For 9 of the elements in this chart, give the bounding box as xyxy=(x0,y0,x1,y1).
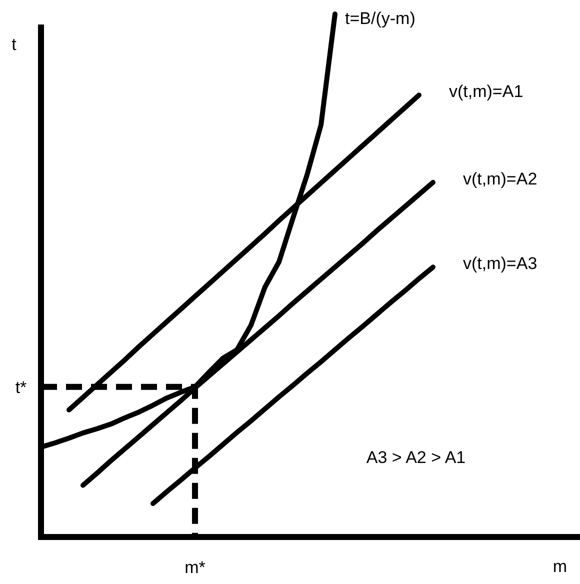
text: t* xyxy=(15,378,28,397)
series-label: v(t,m)=A3 xyxy=(463,254,538,274)
x-axis-title: m xyxy=(552,557,568,576)
series-label: v(t,m)=A1 xyxy=(449,82,524,102)
text: m* xyxy=(184,558,206,577)
y-axis-title: t xyxy=(12,35,17,54)
series-label: t=B/(y-m) xyxy=(345,9,416,28)
annotation: A3 > A2 > A1 xyxy=(366,448,466,467)
series-label: v(t,m)=A2 xyxy=(463,169,538,188)
